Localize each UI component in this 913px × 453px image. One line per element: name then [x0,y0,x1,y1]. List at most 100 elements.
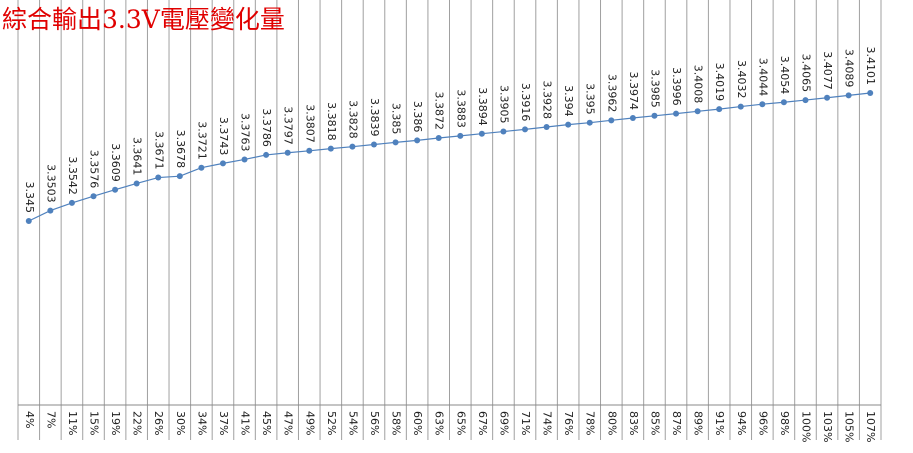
x-tick-label: 94% [735,411,748,435]
data-point [133,180,140,187]
data-point [824,94,831,101]
x-tick-label: 15% [88,411,101,435]
data-point [716,106,723,113]
data-point [457,132,464,139]
x-tick-label: 107% [864,411,877,442]
data-label: 3.3763 [239,113,252,152]
data-label: 3.4054 [778,56,791,95]
data-label: 3.3883 [454,89,467,128]
data-point [435,135,442,142]
data-point [802,97,809,104]
data-point [47,207,54,214]
x-tick-label: 78% [584,411,597,435]
data-point [306,147,313,154]
x-tick-label: 83% [627,411,640,435]
data-point [565,121,572,128]
x-tick-label: 65% [454,411,467,435]
x-tick-label: 105% [843,411,856,442]
data-point [737,103,744,110]
data-label: 3.4032 [735,60,748,99]
data-point [522,126,529,133]
x-tick-label: 30% [174,411,187,435]
series-line [28,92,871,222]
data-point [673,110,680,117]
x-tick-label: 87% [670,411,683,435]
data-label: 3.4008 [692,65,705,104]
data-label: 3.3916 [519,83,532,122]
data-label: 3.3678 [174,130,187,169]
x-tick-label: 74% [541,411,554,435]
data-label: 3.3743 [217,117,230,156]
x-tick-label: 58% [390,411,403,435]
x-tick-label: 71% [519,411,532,435]
data-label: 3.3818 [325,102,338,141]
data-label: 3.3839 [368,98,381,137]
data-label: 3.395 [584,83,597,115]
data-point [176,173,183,180]
data-point [68,199,75,206]
data-label: 3.3996 [670,67,683,106]
x-tick-label: 26% [152,411,165,435]
data-point [867,90,874,96]
data-label: 3.3872 [433,92,446,131]
data-label: 3.3905 [497,85,510,124]
data-point [586,119,593,126]
data-label: 3.3721 [195,121,208,160]
data-label: 3.3797 [282,106,295,145]
data-label: 3.3962 [605,74,618,113]
data-point [414,137,421,144]
data-label: 3.3576 [88,150,101,189]
data-point [629,114,636,121]
data-label: 3.3928 [541,81,554,120]
data-point [845,92,852,99]
data-label: 3.4019 [713,63,726,102]
x-tick-label: 80% [605,411,618,435]
data-point [155,174,162,181]
data-point [90,193,97,200]
x-tick-label: 22% [131,411,144,435]
x-tick-label: 47% [282,411,295,435]
data-label: 3.385 [390,103,403,135]
x-tick-label: 91% [713,411,726,435]
x-tick-label: 69% [497,411,510,435]
data-point [543,124,550,131]
data-label: 3.394 [562,85,575,117]
data-label: 3.345 [23,182,36,214]
data-point [759,101,766,108]
x-tick-label: 54% [346,411,359,435]
x-tick-label: 98% [778,411,791,435]
data-point [25,218,32,224]
x-tick-label: 89% [692,411,705,435]
data-label: 3.3641 [131,137,144,176]
chart-title: 綜合輸出3.3V電壓變化量 [2,5,285,34]
data-point [500,128,507,135]
data-label: 3.4089 [843,49,856,88]
data-point [284,149,291,156]
x-tick-label: 96% [756,411,769,435]
data-label: 3.3985 [648,69,661,108]
data-label: 3.3974 [627,71,640,110]
data-point [263,151,270,158]
data-label: 3.386 [411,101,424,133]
x-tick-label: 37% [217,411,230,435]
data-label: 3.3828 [346,100,359,139]
x-tick-label: 100% [799,411,812,442]
data-label: 3.4065 [799,54,812,93]
data-point [198,164,205,171]
x-tick-label: 41% [239,411,252,435]
x-tick-label: 19% [109,411,122,435]
x-tick-label: 63% [433,411,446,435]
data-label: 3.3609 [109,143,122,182]
x-tick-label: 45% [260,411,273,435]
x-tick-label: 34% [195,411,208,435]
data-label: 3.3786 [260,108,273,147]
data-label: 3.3671 [152,131,165,170]
data-point [392,139,399,146]
x-tick-label: 11% [66,411,79,435]
data-label: 3.3894 [476,87,489,126]
data-point [219,160,226,167]
data-label: 3.4101 [864,47,877,86]
data-label: 3.4077 [821,51,834,90]
